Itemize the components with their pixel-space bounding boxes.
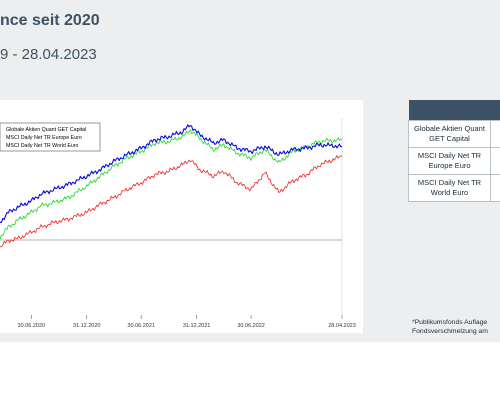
footnote: *Publikumsfonds Auflage Fondsverschmelzu… (412, 318, 488, 336)
header-band (0, 0, 500, 85)
table-header-row: P (408, 100, 500, 121)
legend-label-europe: MSCI Daily Net TR Europe Euro (6, 135, 82, 141)
legend-box (0, 122, 101, 152)
footnote-line-2: Fondsverschmelzung am (412, 328, 488, 335)
x-tick-label: 30.06.2020 (18, 323, 46, 329)
table-header-cell: P (408, 100, 500, 121)
table-row: Globale Aktien Quant GET Capital (408, 120, 500, 148)
performance-chart: 30.06.2020 31.12.2020 30.06.2021 31.12.2021… (0, 118, 356, 329)
x-tick-label: 31.12.2021 (183, 323, 211, 329)
x-tick-label: 30.06.2021 (127, 323, 155, 329)
table-row: MSCI Daily Net TR World Euro (408, 174, 500, 202)
legend-label-fund: Globale Aktien Quant GET Capital (6, 127, 86, 133)
series-line-europe (0, 129, 343, 240)
x-tick-label: 31.12.2020 (73, 323, 101, 329)
x-tick-label: 28.04.2023 (328, 323, 356, 329)
row-label-fund: Globale Aktien Quant GET Capital (408, 120, 491, 148)
row-value-fund (490, 120, 500, 148)
footnote-line-1: *Publikumsfonds Auflage (412, 319, 488, 326)
row-value-world (490, 174, 500, 202)
chart-card: 30.06.2020 31.12.2020 30.06.2021 31.12.2021… (0, 100, 363, 333)
legend-label-world: MSCI Daily Net TR World Euro (6, 143, 79, 149)
series-line-world (0, 155, 343, 248)
table-row: MSCI Daily Net TR Europe Euro (408, 147, 500, 175)
series-layer (0, 124, 343, 248)
performance-table: P Globale Aktien Quant GET Capital MSCI … (408, 100, 500, 202)
period-subtitle: 9 - 28.04.2023 (0, 46, 97, 63)
page-title: nce seit 2020 (0, 12, 100, 29)
x-tick-label: 30.06.2022 (237, 323, 265, 329)
row-label-europe: MSCI Daily Net TR Europe Euro (408, 147, 491, 175)
legend: Globale Aktien Quant GET Capital MSCI Da… (0, 122, 101, 152)
bottom-strip (0, 342, 500, 400)
row-label-world: MSCI Daily Net TR World Euro (408, 174, 491, 202)
series-line-fund (0, 124, 343, 224)
row-value-europe (490, 147, 500, 175)
x-axis: 30.06.2020 31.12.2020 30.06.2021 31.12.2021… (18, 315, 356, 329)
